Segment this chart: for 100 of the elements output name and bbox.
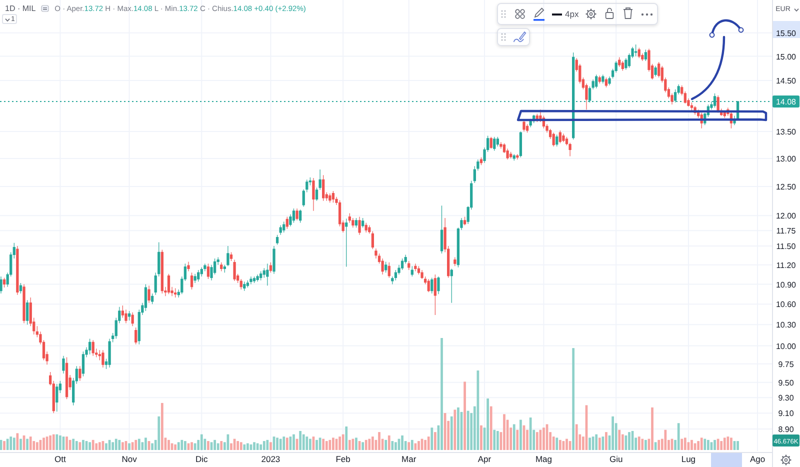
- candlestick: [450, 268, 453, 304]
- bar: [75, 441, 78, 450]
- bar: [332, 438, 334, 450]
- bar: [243, 444, 246, 450]
- bar: [88, 442, 91, 450]
- candlestick: [243, 281, 246, 292]
- candlestick: [0, 276, 2, 294]
- bar: [316, 440, 318, 450]
- bar: [26, 438, 28, 450]
- candlestick: [56, 384, 58, 412]
- bar: [410, 440, 414, 450]
- bar: [714, 440, 716, 450]
- bar: [82, 440, 84, 450]
- bar: [10, 436, 12, 450]
- candlestick: [260, 270, 262, 281]
- bar: [16, 433, 19, 450]
- candlestick: [233, 259, 236, 282]
- bar: [595, 434, 598, 450]
- bar: [230, 443, 232, 450]
- candlestick: [529, 118, 532, 128]
- bar: [122, 442, 124, 450]
- candlestick: [62, 356, 65, 374]
- candlestick: [634, 44, 638, 57]
- bar: [151, 443, 154, 450]
- bar: [697, 441, 700, 450]
- candlestick: [624, 58, 628, 70]
- bar: [368, 438, 371, 450]
- candlestick: [128, 310, 131, 321]
- candlestick: [266, 263, 269, 286]
- bar: [262, 441, 266, 450]
- bar: [384, 440, 388, 450]
- bar: [342, 434, 344, 450]
- bar: [299, 430, 302, 450]
- bar: [730, 438, 732, 450]
- candlestick: [78, 366, 82, 382]
- candlestick: [408, 260, 410, 270]
- bar: [391, 441, 394, 450]
- candlestick: [240, 278, 242, 290]
- bar: [539, 430, 542, 450]
- bar: [348, 440, 351, 450]
- candlestick: [282, 221, 286, 233]
- candlestick: [88, 338, 92, 355]
- bar: [105, 443, 108, 450]
- bar: [612, 416, 614, 450]
- candlestick: [2, 277, 6, 288]
- bar: [605, 432, 608, 450]
- bar: [598, 438, 601, 450]
- bar: [707, 440, 710, 450]
- candlestick: [272, 246, 276, 274]
- bar: [434, 432, 436, 450]
- bar: [279, 438, 282, 450]
- candlestick: [345, 218, 348, 268]
- candlestick: [716, 95, 720, 114]
- candlestick: [522, 120, 526, 132]
- bar: [118, 440, 121, 450]
- bar: [401, 435, 404, 450]
- candlestick: [124, 309, 128, 324]
- annotation: 4px: [565, 9, 579, 19]
- bar: [134, 440, 138, 450]
- candlestick: [223, 264, 226, 273]
- candlestick: [256, 274, 259, 282]
- bar: [644, 440, 647, 450]
- bar: [558, 440, 562, 450]
- bar: [214, 440, 216, 450]
- candlestick: [516, 154, 519, 160]
- bar: [207, 441, 210, 450]
- bar: [325, 441, 328, 450]
- candlestick: [690, 102, 694, 111]
- x-tick-label: Ott: [54, 454, 66, 464]
- bar: [180, 440, 184, 450]
- bar: [490, 406, 492, 450]
- bar: [36, 442, 38, 450]
- bar: [42, 438, 45, 450]
- bar: [371, 436, 374, 450]
- y-tick-label: 10.30: [776, 320, 797, 330]
- bar: [236, 441, 239, 450]
- bar: [306, 436, 308, 450]
- bar: [364, 440, 368, 450]
- bar: [302, 434, 305, 450]
- bar: [270, 442, 272, 450]
- bar: [286, 438, 288, 450]
- bar: [690, 440, 693, 450]
- bar: [338, 436, 341, 450]
- candlestick: [558, 130, 562, 144]
- bar: [536, 432, 538, 450]
- candlestick: [654, 66, 657, 77]
- candlestick: [410, 266, 414, 277]
- bar: [29, 436, 32, 450]
- candlestick: [312, 178, 315, 212]
- candlestick: [490, 136, 492, 149]
- bar: [480, 425, 482, 450]
- bar: [355, 438, 358, 450]
- bar: [184, 441, 186, 450]
- y-tick-label: 9.10: [778, 409, 794, 418]
- candlestick: [562, 133, 565, 142]
- bar: [253, 442, 256, 450]
- candlestick: [621, 60, 624, 71]
- bar: [526, 430, 528, 450]
- candlestick: [206, 263, 210, 280]
- bar: [0, 440, 2, 450]
